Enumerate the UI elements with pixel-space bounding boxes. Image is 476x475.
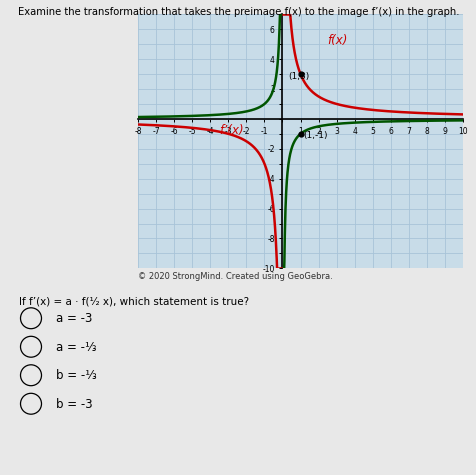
Text: b = -⅓: b = -⅓ <box>56 370 96 382</box>
Text: f(x): f(x) <box>327 34 347 47</box>
Text: © 2020 StrongMind. Created using GeoGebra.: © 2020 StrongMind. Created using GeoGebr… <box>138 272 332 281</box>
Text: a = -3: a = -3 <box>56 313 92 325</box>
Text: Examine the transformation that takes the preimage f(x) to the image f’(x) in th: Examine the transformation that takes th… <box>18 7 458 17</box>
Text: a = -⅓: a = -⅓ <box>56 341 96 354</box>
Text: b = -3: b = -3 <box>56 398 92 411</box>
Text: (1,-1): (1,-1) <box>303 131 327 140</box>
Text: f’(x): f’(x) <box>219 124 244 137</box>
Text: If f’(x) = a · f(¹⁄₂ x), which statement is true?: If f’(x) = a · f(¹⁄₂ x), which statement… <box>19 297 248 307</box>
Text: (1,3): (1,3) <box>288 72 308 81</box>
